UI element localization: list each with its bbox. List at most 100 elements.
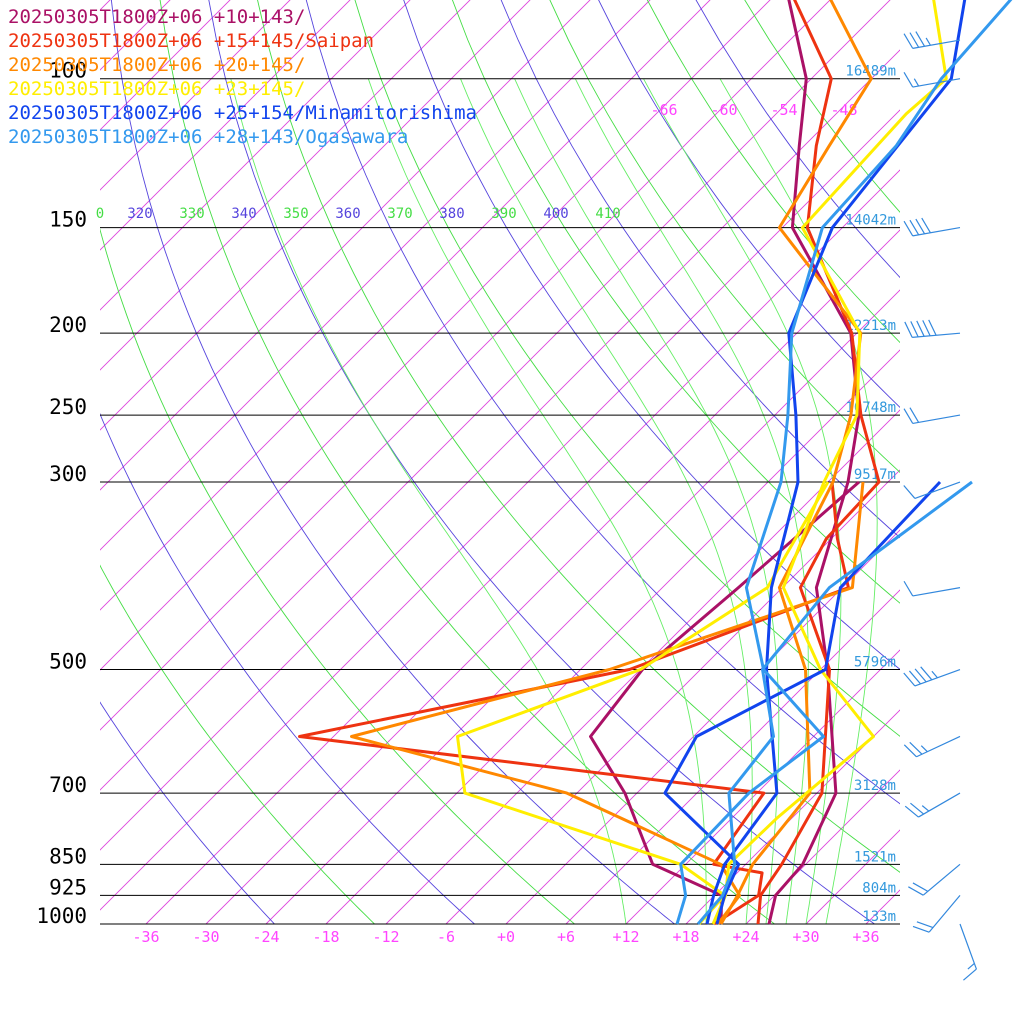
- temperature-tick-label: +24: [732, 928, 759, 946]
- profile-dewpoint-line: [663, 480, 942, 925]
- profile-temperature-line: [767, 0, 861, 925]
- isotherm-line: [100, 0, 531, 431]
- pressure-labels: 100 150 200 250 300 500 700 850 925 1000: [36, 59, 87, 928]
- isotherm-line: [986, 0, 1024, 924]
- profile-temperature-line: [705, 0, 967, 925]
- wind-barb: [903, 481, 961, 500]
- wind-barb: [904, 319, 961, 338]
- legend-entry: 20250305T1800Z+06 +28+143/Ogasawara: [8, 126, 408, 148]
- profile-dewpoint-line: [696, 480, 973, 925]
- isotherm-line: [205, 229, 900, 924]
- dry-adiabat-line: [100, 228, 576, 924]
- height-label: 16489m: [845, 64, 896, 80]
- theta-label: 360: [335, 206, 360, 222]
- moist-adiabat-line: [367, 78, 707, 924]
- height-label: 804m: [862, 880, 896, 896]
- profile-temperature-line: [756, 0, 881, 925]
- sounding-profiles: [298, 0, 1013, 926]
- profile-dewpoint-line: [456, 481, 830, 926]
- temperature-tick-label: +18: [672, 928, 699, 946]
- isotherm-line: [100, 0, 411, 311]
- isotherm-line: [100, 0, 231, 131]
- theta-label: 390: [491, 206, 516, 222]
- isotherm-line: [100, 0, 651, 551]
- wind-barb: [903, 72, 961, 88]
- upper-temperature-label: -66: [650, 101, 677, 119]
- wind-barbs: [903, 31, 977, 981]
- theta-label: 350: [283, 206, 308, 222]
- dry-adiabat-line: [646, 0, 900, 344]
- dry-adiabat-line: [403, 0, 900, 670]
- dry-adiabat-line: [354, 0, 900, 737]
- isotherm-line: [145, 169, 900, 924]
- isotherm-line: [100, 0, 711, 611]
- theta-label: 340: [231, 206, 256, 222]
- isotherm-line: [100, 0, 591, 491]
- wind-barb: [903, 217, 961, 237]
- dry-adiabat-line: [100, 701, 276, 924]
- isotherm-line: [445, 469, 900, 924]
- dry-adiabat-line: [305, 0, 900, 805]
- theta-label: 320: [127, 206, 152, 222]
- isotherm-line: [625, 649, 900, 924]
- height-label: 9517m: [854, 467, 896, 483]
- isotherm-line: [100, 0, 891, 791]
- isotherm-line: [100, 0, 771, 671]
- height-label: 133m: [862, 909, 896, 925]
- wind-barb: [908, 863, 961, 896]
- pressure-label: 925: [49, 875, 87, 899]
- height-label: 14042m: [845, 213, 896, 229]
- wind-barb: [903, 580, 961, 597]
- isotherm-line: [100, 109, 900, 911]
- pressure-label: 300: [49, 462, 87, 486]
- theta-labels: 0 320 330 340 350 360 370 380 390 400 410: [96, 206, 621, 222]
- profile-dewpoint-line: [298, 481, 850, 926]
- dry-adiabat-lines: [100, 0, 900, 924]
- dry-adiabat-line: [257, 0, 900, 873]
- temperature-tick-label: +12: [612, 928, 639, 946]
- isotherm-line: [505, 529, 900, 924]
- pressure-label: 150: [49, 208, 87, 232]
- theta-label: 370: [387, 206, 412, 222]
- isotherm-line: [385, 409, 900, 924]
- wind-barb: [903, 407, 961, 425]
- profile-temperature-line: [675, 0, 1013, 925]
- theta-label: 330: [179, 206, 204, 222]
- pressure-label: 500: [49, 650, 87, 674]
- isotherm-lines: [100, 0, 1024, 924]
- dry-adiabat-line: [451, 0, 900, 604]
- theta-label: 410: [595, 206, 620, 222]
- isotherm-line: [685, 709, 900, 924]
- upper-temperature-label: -60: [710, 101, 737, 119]
- isotherm-line: [565, 589, 900, 924]
- isotherm-line: [926, 0, 1024, 924]
- pressure-label: 1000: [36, 904, 87, 928]
- upper-temperature-labels: -66 -60 -54 -48: [650, 101, 857, 119]
- profile-dewpoint-line: [350, 481, 865, 925]
- legend-entry: 20250305T1800Z+06 +10+143/: [8, 6, 305, 28]
- wind-barb: [959, 923, 977, 981]
- legend-entry: 20250305T1800Z+06 +23+145/: [8, 78, 305, 100]
- temperature-tick-labels: -36 -30 -24 -18 -12 -6 +0 +6 +12 +18 +24 +30 +36: [132, 928, 879, 946]
- isotherm-line: [100, 0, 831, 731]
- dry-adiabat-line: [100, 564, 376, 924]
- isotherm-line: [100, 0, 171, 71]
- temperature-tick-label: +36: [852, 928, 879, 946]
- pressure-label: 200: [49, 313, 87, 337]
- legend: 20250305T1800Z+06 +10+143/20250305T1800Z…: [8, 6, 477, 148]
- pressure-label: 850: [49, 844, 87, 868]
- dry-adiabat-line: [598, 0, 900, 408]
- height-label: 3128m: [854, 778, 896, 794]
- temperature-tick-label: -18: [312, 928, 339, 946]
- pressure-label: 100: [49, 59, 87, 83]
- legend-entry: 20250305T1800Z+06 +25+154/Minamitorishim…: [8, 102, 477, 124]
- isotherm-line: [100, 0, 291, 191]
- dry-adiabat-line: [100, 412, 476, 924]
- isotherm-line: [100, 0, 471, 371]
- isotherm-line: [100, 0, 351, 251]
- isobar-lines: [100, 78, 900, 925]
- pressure-label: 250: [49, 395, 87, 419]
- legend-entry: 20250305T1800Z+06 +20+145/: [8, 54, 305, 76]
- pressure-label: 700: [49, 773, 87, 797]
- wind-barb: [912, 894, 961, 933]
